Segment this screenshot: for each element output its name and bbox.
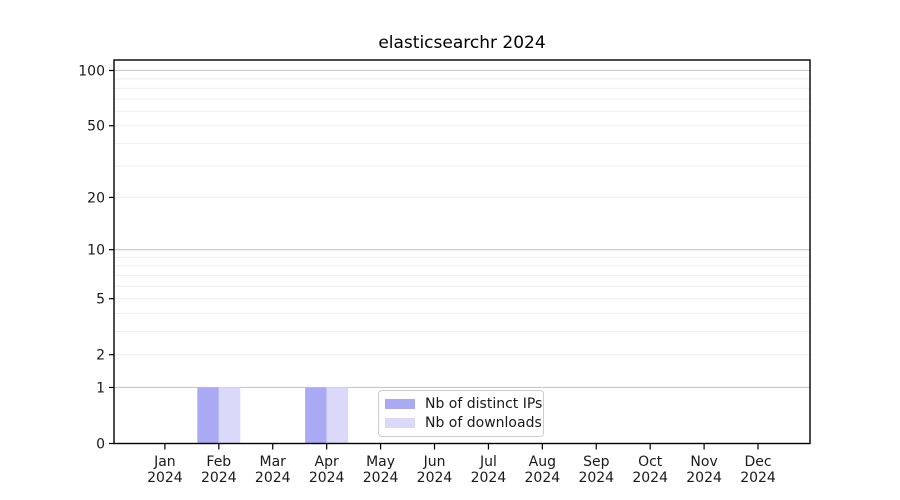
x-tick-label-month: Jul — [479, 454, 497, 470]
x-tick-label-month: Jan — [153, 454, 176, 470]
y-tick-label: 1 — [96, 380, 105, 396]
x-tick-label-month: Nov — [690, 454, 717, 470]
x-tick-label-month: Mar — [260, 454, 287, 470]
y-tick-label: 10 — [87, 243, 105, 259]
y-tick-label: 50 — [87, 119, 105, 135]
x-tick-label-month: Apr — [315, 454, 339, 470]
legend-label-downloads: Nb of downloads — [425, 414, 542, 431]
x-tick-label-year: 2024 — [309, 470, 345, 486]
bar-distinct-ips — [197, 387, 219, 444]
x-tick-label-year: 2024 — [578, 470, 614, 486]
bar-distinct-ips — [305, 387, 327, 444]
y-axis: 0 1 2 5 10 20 50 100 — [78, 63, 114, 453]
x-tick-label-month: Dec — [744, 454, 771, 470]
x-tick-label-year: 2024 — [363, 470, 399, 486]
legend-label-distinct-ips: Nb of distinct IPs — [425, 396, 543, 413]
legend-entry-downloads: Nb of downloads — [385, 415, 542, 431]
legend-swatch-downloads — [385, 417, 415, 428]
x-tick-label-year: 2024 — [632, 470, 668, 486]
y-tick-label: 5 — [96, 292, 105, 308]
x-tick-label-year: 2024 — [471, 470, 507, 486]
x-tick-label-year: 2024 — [201, 470, 237, 486]
x-tick-label-year: 2024 — [525, 470, 561, 486]
x-tick-label-year: 2024 — [147, 470, 183, 486]
legend-swatch-distinct-ips — [385, 399, 415, 410]
x-tick-label-month: Jun — [423, 454, 446, 470]
x-tick-label-month: Oct — [638, 454, 663, 470]
y-tick-label: 100 — [78, 63, 105, 79]
x-tick-label-year: 2024 — [686, 470, 722, 486]
bar-downloads — [218, 387, 241, 444]
y-tick-label: 20 — [87, 190, 105, 206]
legend: Nb of distinct IPs Nb of downloads — [378, 390, 544, 437]
bar-downloads — [326, 387, 349, 444]
gridlines — [114, 69, 810, 389]
plot-frame — [113, 59, 811, 445]
x-tick-label-month: Feb — [206, 454, 231, 470]
bars — [197, 387, 349, 444]
x-axis: Jan2024Feb2024Mar2024Apr2024May2024Jun20… — [147, 443, 776, 486]
x-tick-label-month: Sep — [583, 454, 610, 470]
x-tick-label-month: May — [366, 454, 395, 470]
x-tick-label-month: Aug — [529, 454, 556, 470]
y-tick-label: 0 — [96, 437, 105, 453]
legend-entry-distinct-ips: Nb of distinct IPs — [385, 396, 542, 412]
x-tick-label-year: 2024 — [740, 470, 776, 486]
y-tick-label: 2 — [96, 348, 105, 364]
chart-title: elasticsearchr 2024 — [378, 33, 546, 53]
x-tick-label-year: 2024 — [255, 470, 291, 486]
x-tick-label-year: 2024 — [417, 470, 453, 486]
